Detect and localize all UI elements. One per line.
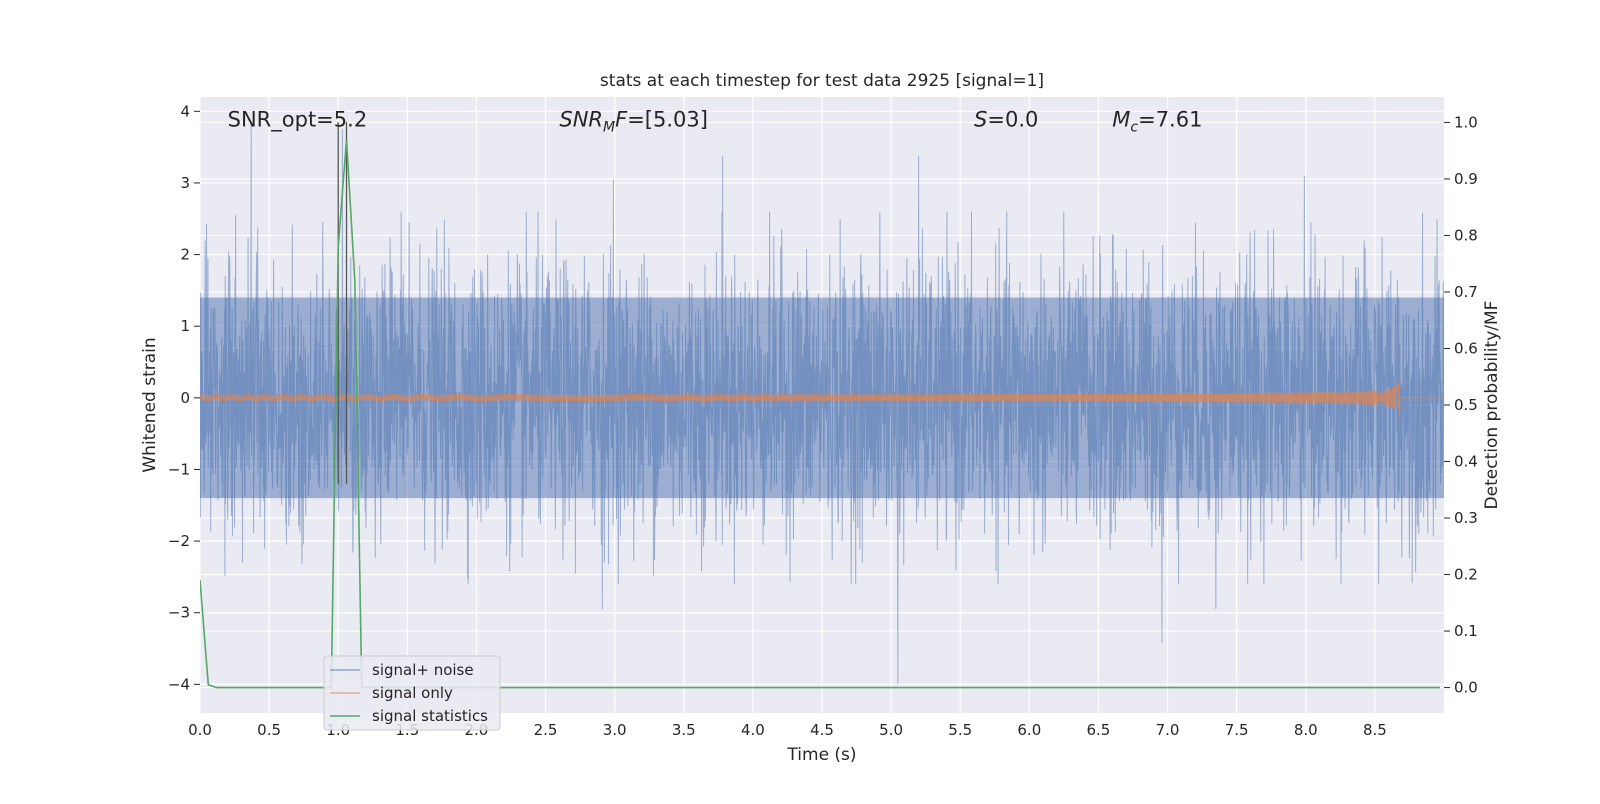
y-right-tick-label: 0.1 — [1454, 622, 1478, 640]
y-left-tick-label: 3 — [180, 174, 190, 192]
y-right-tick-label: 0.4 — [1454, 453, 1478, 471]
y-left-tick-label: −3 — [168, 604, 190, 622]
y-left-tick-label: 0 — [180, 389, 190, 407]
annotation-mc-value: Mc=7.61 — [1112, 107, 1202, 135]
y-right-tick-label: 0.8 — [1454, 226, 1478, 244]
signal-only-series-layer — [200, 379, 1444, 419]
annotation-layer: SNR_opt=5.2 SNRMF=[5.03] S=0.0 Mc=7.61 — [228, 107, 1203, 135]
annotation-value: =[5.03] — [627, 107, 708, 131]
x-tick-label: 0.0 — [188, 721, 212, 739]
x-tick-label: 5.5 — [948, 721, 972, 739]
x-axis-label: Time (s) — [786, 745, 856, 765]
y-left-tick-label: 1 — [180, 317, 190, 335]
annotation-subscript: c — [1130, 119, 1138, 135]
y-left-tick-label: −4 — [168, 675, 190, 693]
annotation-value: =7.61 — [1138, 107, 1202, 131]
x-tick-label: 3.5 — [672, 721, 696, 739]
annotation-s-value: S=0.0 — [974, 107, 1038, 131]
annotation-subscript: M — [603, 119, 615, 135]
y-left-tick-label: −2 — [168, 532, 190, 550]
tick-layer: 0.00.51.01.52.02.53.03.54.04.55.05.56.06… — [168, 102, 1478, 739]
y-axis-right-label: Detection probability/MF — [1482, 301, 1502, 510]
legend: signal+ noise signal only signal statist… — [323, 655, 501, 731]
x-tick-label: 0.5 — [257, 721, 281, 739]
y-axis-left-label: Whitened strain — [140, 337, 160, 472]
y-right-tick-label: 0.5 — [1454, 396, 1478, 414]
legend-label-signal-noise: signal+ noise — [372, 661, 474, 679]
x-tick-label: 8.0 — [1294, 721, 1318, 739]
annotation-base-tail: F — [615, 107, 628, 131]
annotation-value: =0.0 — [987, 107, 1038, 131]
legend-label-signal-statistics: signal statistics — [372, 707, 488, 725]
annotation-base: S — [974, 107, 987, 131]
x-tick-label: 7.0 — [1156, 721, 1180, 739]
x-tick-label: 8.5 — [1363, 721, 1387, 739]
y-left-tick-label: 2 — [180, 246, 190, 264]
x-tick-label: 5.0 — [879, 721, 903, 739]
annotation-snr-opt: SNR_opt=5.2 — [228, 107, 368, 132]
x-tick-label: 4.0 — [741, 721, 765, 739]
y-right-tick-label: 1.0 — [1454, 113, 1478, 131]
y-right-tick-label: 0.7 — [1454, 283, 1478, 301]
x-tick-label: 3.0 — [603, 721, 627, 739]
vertical-marker-layer — [337, 122, 348, 484]
x-tick-label: 7.5 — [1225, 721, 1249, 739]
annotation-base: M — [1112, 107, 1130, 131]
y-right-tick-label: 0.6 — [1454, 339, 1478, 357]
signal-statistics-line — [200, 139, 1440, 689]
x-tick-label: 4.5 — [810, 721, 834, 739]
y-left-tick-label: −1 — [168, 460, 190, 478]
y-left-tick-label: 4 — [180, 102, 190, 120]
signal-only-line — [200, 379, 1444, 419]
y-right-tick-label: 0.0 — [1454, 679, 1478, 697]
chart-title: stats at each timestep for test data 292… — [600, 71, 1044, 91]
y-right-tick-label: 0.9 — [1454, 170, 1478, 188]
y-right-tick-label: 0.3 — [1454, 509, 1478, 527]
annotation-snr-mf: SNRMF=[5.03] — [559, 107, 708, 135]
signal-statistics-series-layer — [200, 139, 1440, 689]
x-tick-label: 6.0 — [1017, 721, 1041, 739]
annotation-base: SNR — [559, 107, 603, 131]
x-tick-label: 2.5 — [534, 721, 558, 739]
x-tick-label: 6.5 — [1087, 721, 1111, 739]
legend-box — [323, 655, 501, 731]
legend-label-signal-only: signal only — [372, 684, 453, 702]
y-right-tick-label: 0.2 — [1454, 566, 1478, 584]
